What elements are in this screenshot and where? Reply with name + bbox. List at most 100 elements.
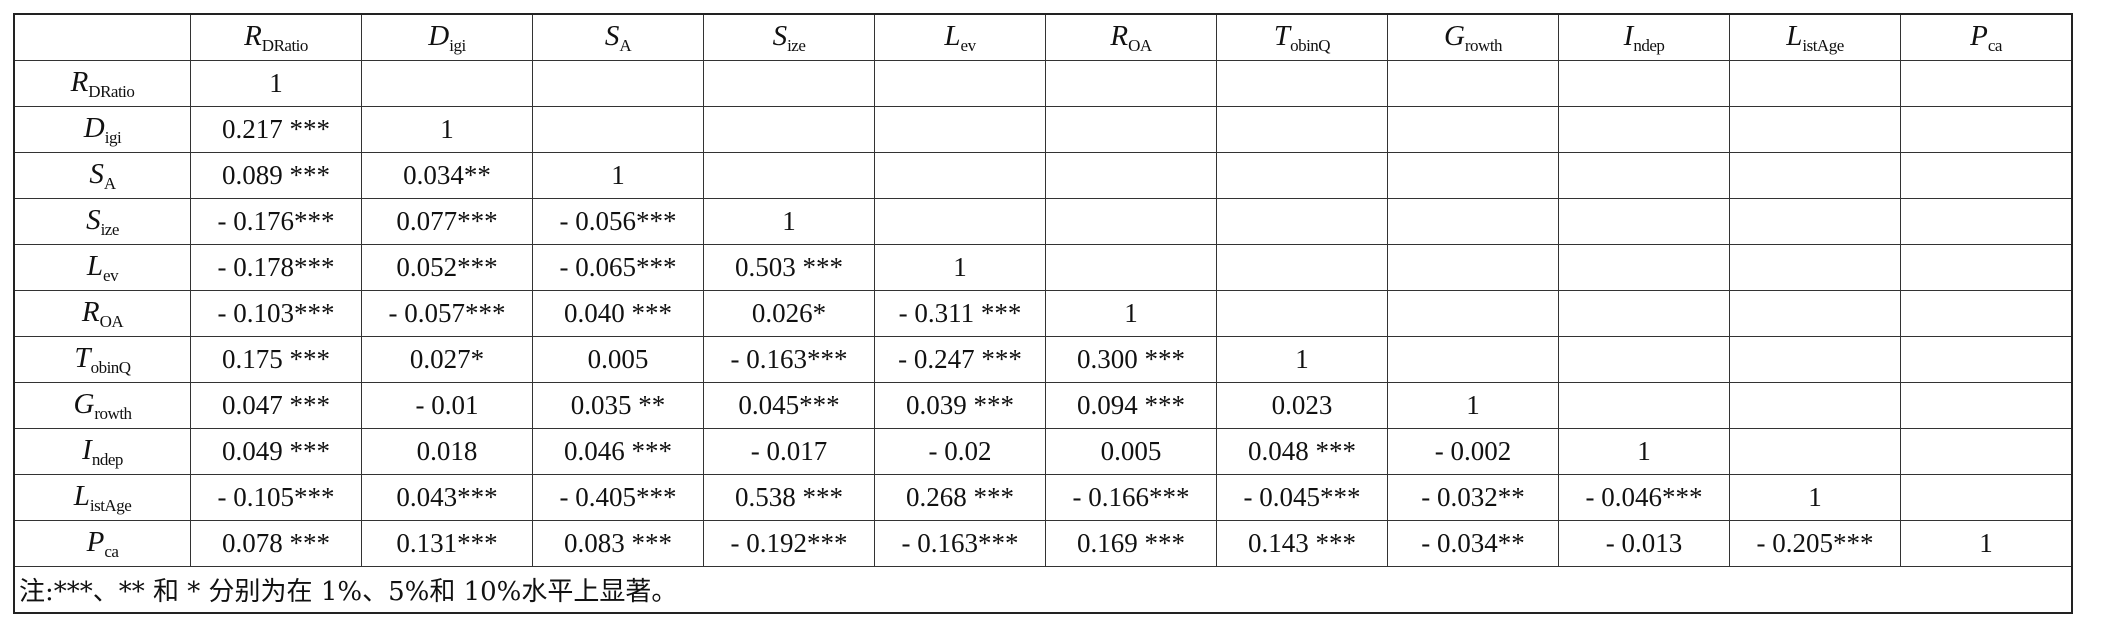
variable-label: Indep: [1624, 20, 1665, 55]
corner-cell: [13, 13, 191, 61]
value-cell: - 0.178***: [190, 244, 362, 291]
value-cell: - 0.205***: [1729, 520, 1901, 567]
variable-main: P: [86, 525, 105, 558]
variable-cell: Digi: [13, 106, 191, 153]
empty-cell: [874, 106, 1046, 153]
empty-cell: [532, 106, 704, 153]
value-cell: 1: [1045, 290, 1217, 337]
value-cell: 0.538 ***: [703, 474, 875, 521]
value-cell: - 0.105***: [190, 474, 362, 521]
empty-cell: [1558, 106, 1730, 153]
variable-subscript: igi: [104, 127, 122, 147]
value-cell: - 0.166***: [1045, 474, 1217, 521]
value-cell: 1: [1558, 428, 1730, 475]
variable-cell: ROA: [1045, 13, 1217, 61]
variable-cell: ListAge: [1729, 13, 1901, 61]
value-cell: 0.039 ***: [874, 382, 1046, 429]
variable-cell: Digi: [361, 13, 533, 61]
variable-main: G: [1443, 19, 1465, 52]
variable-subscript: ize: [787, 35, 806, 55]
value-cell: 0.035 **: [532, 382, 704, 429]
empty-cell: [1900, 428, 2073, 475]
variable-label: RDRatio: [71, 66, 135, 101]
variable-main: R: [81, 295, 100, 328]
empty-cell: [1900, 382, 2073, 429]
value-cell: 0.040 ***: [532, 290, 704, 337]
value-cell: 0.169 ***: [1045, 520, 1217, 567]
data-row: Pca 0.078 *** 0.131*** 0.083 *** - 0.192*** -…: [13, 520, 2073, 567]
variable-label: Size: [86, 203, 119, 239]
value-cell: 0.300 ***: [1045, 336, 1217, 383]
value-cell: - 0.176***: [190, 198, 362, 245]
variable-main: L: [1786, 19, 1803, 52]
empty-cell: [361, 60, 533, 107]
data-row: ROA - 0.103*** - 0.057*** 0.040 *** 0.026* - …: [13, 290, 2073, 337]
value-cell: 0.268 ***: [874, 474, 1046, 521]
empty-cell: [703, 60, 875, 107]
empty-cell: [1045, 106, 1217, 153]
variable-main: L: [944, 19, 961, 52]
variable-label: Size: [772, 19, 806, 55]
value-cell: - 0.045***: [1216, 474, 1388, 521]
value-cell: 0.503 ***: [703, 244, 875, 291]
variable-main: S: [86, 203, 101, 236]
variable-label: SA: [605, 20, 632, 55]
empty-cell: [1729, 336, 1901, 383]
empty-cell: [874, 198, 1046, 245]
variable-main: G: [73, 387, 95, 420]
empty-cell: [874, 152, 1046, 199]
empty-cell: [703, 152, 875, 199]
empty-cell: [1216, 106, 1388, 153]
value-cell: 0.052***: [361, 244, 533, 291]
variable-subscript: A: [103, 173, 116, 193]
variable-subscript: ca: [104, 541, 119, 561]
variable-subscript: ndep: [1633, 35, 1665, 55]
empty-cell: [1558, 60, 1730, 107]
value-cell: - 0.056***: [532, 198, 704, 245]
value-cell: - 0.103***: [190, 290, 362, 337]
value-cell: - 0.034**: [1387, 520, 1559, 567]
variable-label: RDRatio: [244, 20, 308, 55]
value-cell: 1: [874, 244, 1046, 291]
empty-cell: [1900, 198, 2073, 245]
variable-main: T: [74, 341, 91, 374]
value-cell: - 0.013: [1558, 520, 1730, 567]
variable-main: S: [772, 19, 788, 52]
empty-cell: [1900, 336, 2073, 383]
variable-subscript: ize: [100, 219, 120, 239]
empty-cell: [1729, 290, 1901, 337]
variable-main: D: [83, 111, 105, 144]
variable-label: ListAge: [73, 479, 132, 515]
empty-cell: [1387, 244, 1559, 291]
value-cell: - 0.405***: [532, 474, 704, 521]
variable-cell: RDRatio: [190, 13, 362, 61]
variable-cell: SA: [532, 13, 704, 61]
variable-cell: Size: [13, 198, 191, 245]
variable-label: Lev: [86, 249, 119, 285]
variable-subscript: rowth: [94, 403, 132, 423]
empty-cell: [1216, 198, 1388, 245]
variable-subscript: igi: [449, 35, 466, 55]
empty-cell: [1729, 428, 1901, 475]
empty-cell: [1387, 60, 1559, 107]
variable-subscript: DRatio: [88, 81, 135, 101]
variable-main: L: [86, 249, 104, 282]
empty-cell: [1387, 290, 1559, 337]
empty-cell: [1900, 106, 2073, 153]
variable-label: Digi: [83, 111, 122, 147]
empty-cell: [1387, 336, 1559, 383]
value-cell: 0.049 ***: [190, 428, 362, 475]
value-cell: - 0.163***: [874, 520, 1046, 567]
variable-subscript: ev: [103, 265, 119, 285]
variable-main: R: [1110, 19, 1129, 52]
empty-cell: [1045, 198, 1217, 245]
variable-main: L: [73, 479, 90, 512]
value-cell: - 0.046***: [1558, 474, 1730, 521]
correlation-table: RDRatio Digi SA Size Lev ROA TobinQ Growth Indep…: [13, 13, 2073, 614]
empty-cell: [1045, 60, 1217, 107]
variable-label: ROA: [81, 295, 124, 331]
empty-cell: [874, 60, 1046, 107]
variable-label: Growth: [1443, 19, 1503, 55]
variable-label: SA: [89, 158, 116, 193]
